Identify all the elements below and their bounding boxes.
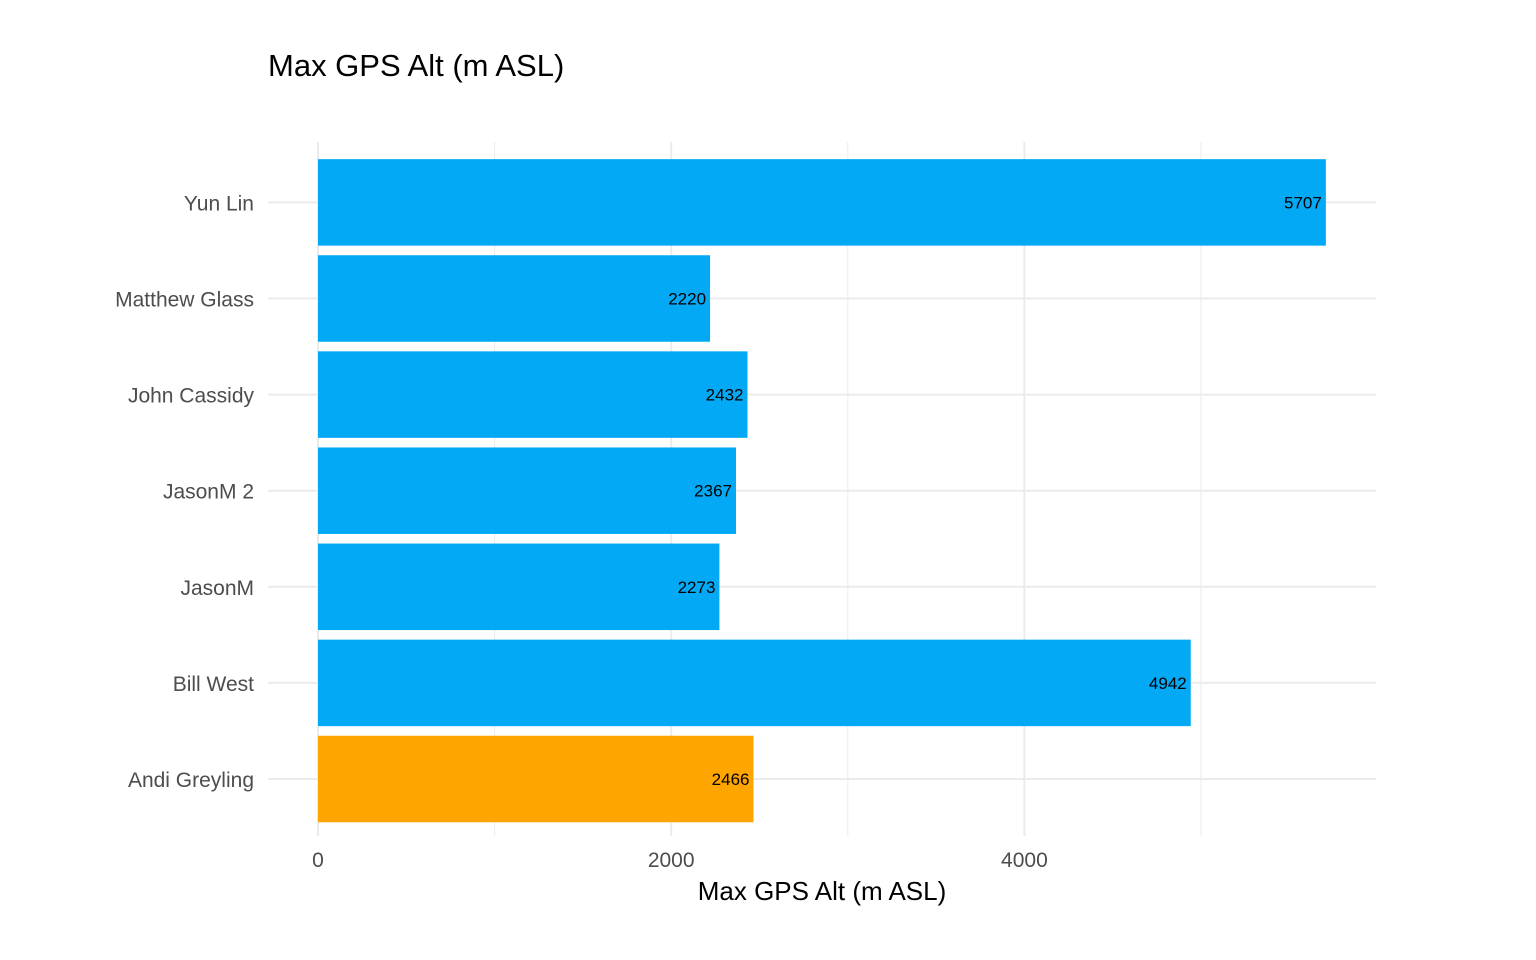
x-tick-label: 2000 [648, 849, 695, 872]
bars [318, 159, 1326, 823]
bar-value-label: 2273 [678, 578, 716, 597]
chart-title: Max GPS Alt (m ASL) [268, 48, 565, 83]
y-axis-tick-labels: Andi Greyling Bill West JasonM JasonM 2 John… [115, 192, 254, 792]
x-axis-tick-labels: 0 2000 4000 [312, 849, 1048, 872]
y-tick-label: Bill West [173, 673, 254, 696]
y-tick-label: JasonM 2 [163, 481, 254, 504]
y-tick-label: Andi Greyling [128, 769, 254, 792]
x-tick-label: 4000 [1001, 849, 1048, 872]
bar [318, 639, 1191, 727]
x-tick-label: 0 [312, 849, 324, 872]
bar-value-label: 5707 [1284, 193, 1322, 212]
bar-value-labels: 2466 4942 2273 2367 2432 2220 5707 [668, 193, 1322, 789]
x-axis-title: Max GPS Alt (m ASL) [698, 876, 947, 906]
y-tick-label: Yun Lin [184, 192, 254, 215]
bar-value-label: 2367 [694, 482, 732, 501]
bar-value-label: 2432 [706, 386, 744, 405]
bar [318, 159, 1326, 246]
bar [318, 255, 711, 342]
y-tick-label: John Cassidy [128, 385, 255, 408]
bar-value-label: 2220 [668, 290, 706, 309]
bar [318, 543, 720, 631]
bar [318, 735, 754, 823]
bar-value-label: 2466 [712, 770, 750, 789]
bar [318, 351, 748, 438]
bar [318, 447, 737, 534]
y-tick-label: Matthew Glass [115, 289, 254, 312]
bar-value-label: 4942 [1149, 674, 1187, 693]
y-tick-label: JasonM [180, 577, 254, 600]
